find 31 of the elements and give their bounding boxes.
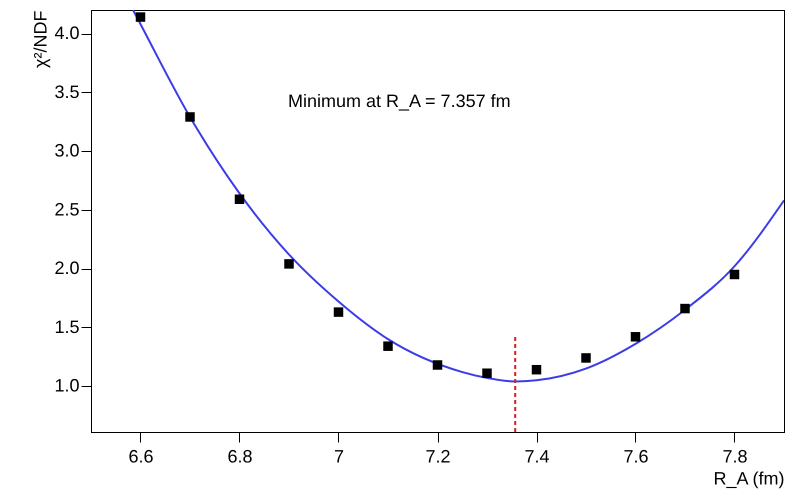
y-tick-label: 3.5 xyxy=(54,82,80,102)
point xyxy=(432,360,442,370)
point xyxy=(334,307,344,317)
point xyxy=(185,112,195,122)
point xyxy=(680,304,690,314)
x-tick-label: 6.8 xyxy=(227,446,253,466)
x-tick-label: 7.4 xyxy=(524,446,550,466)
y-tick-label: 4.0 xyxy=(54,23,80,44)
point xyxy=(532,364,542,374)
x-tick-label: 7.6 xyxy=(623,446,649,466)
point xyxy=(730,270,740,280)
y-tick-label: 2.0 xyxy=(54,258,80,278)
y-axis-title: χ²/NDF xyxy=(30,10,50,68)
point xyxy=(581,353,591,363)
y-tick-label: 3.0 xyxy=(54,140,80,161)
point xyxy=(383,341,393,351)
point xyxy=(234,194,244,204)
x-tick-label: 6.6 xyxy=(128,446,154,466)
x-axis-title: R_A (fm) xyxy=(713,468,784,488)
point xyxy=(136,12,146,22)
y-tick-label: 2.5 xyxy=(54,199,80,220)
y-tick-label: 1.5 xyxy=(54,316,80,337)
x-tick-label: 7.8 xyxy=(722,446,748,466)
annotation: Minimum at R_A = 7.357 fm xyxy=(288,91,511,111)
y-tick-label: 1.0 xyxy=(54,376,80,396)
point xyxy=(284,259,294,269)
point xyxy=(630,332,640,342)
line-series xyxy=(132,10,784,382)
x-tick-label: 7 xyxy=(334,446,344,466)
point xyxy=(482,368,492,378)
x-tick-label: 7.2 xyxy=(425,446,451,466)
